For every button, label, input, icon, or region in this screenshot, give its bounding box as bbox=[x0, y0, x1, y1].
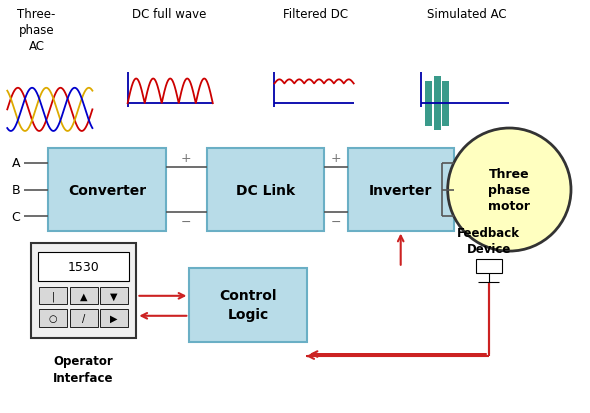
Text: Control
Logic: Control Logic bbox=[219, 289, 277, 321]
Text: −: − bbox=[331, 215, 342, 228]
Text: ▶: ▶ bbox=[110, 313, 118, 323]
Text: −: − bbox=[181, 215, 192, 228]
FancyBboxPatch shape bbox=[48, 149, 166, 231]
Text: ▼: ▼ bbox=[110, 291, 118, 301]
Text: Filtered DC: Filtered DC bbox=[283, 7, 348, 21]
Text: +: + bbox=[181, 152, 192, 165]
Bar bbox=[425, 81, 432, 104]
Bar bbox=[434, 104, 441, 131]
Text: Converter: Converter bbox=[68, 183, 146, 197]
Bar bbox=[434, 77, 441, 104]
FancyBboxPatch shape bbox=[476, 260, 502, 273]
FancyBboxPatch shape bbox=[39, 309, 67, 327]
Text: C: C bbox=[12, 210, 21, 223]
Bar bbox=[442, 81, 450, 104]
FancyBboxPatch shape bbox=[100, 287, 128, 304]
FancyBboxPatch shape bbox=[31, 243, 136, 338]
Text: +: + bbox=[331, 152, 342, 165]
Text: Three
phase
motor: Three phase motor bbox=[489, 168, 530, 213]
FancyBboxPatch shape bbox=[207, 149, 324, 231]
Bar bbox=[442, 104, 450, 126]
Text: DC full wave: DC full wave bbox=[132, 7, 206, 21]
Text: Three-
phase
AC: Three- phase AC bbox=[18, 7, 56, 52]
Text: DC Link: DC Link bbox=[236, 183, 295, 197]
Text: ▲: ▲ bbox=[80, 291, 87, 301]
Text: Feedback
Device: Feedback Device bbox=[457, 227, 520, 256]
Bar bbox=[425, 104, 432, 126]
Text: 1530: 1530 bbox=[68, 261, 100, 273]
Text: |: | bbox=[51, 290, 55, 301]
FancyBboxPatch shape bbox=[100, 309, 128, 327]
Text: Simulated AC: Simulated AC bbox=[427, 7, 507, 21]
Text: A: A bbox=[12, 157, 20, 170]
Text: Operator
Interface: Operator Interface bbox=[53, 354, 114, 384]
FancyBboxPatch shape bbox=[38, 253, 129, 281]
Text: ○: ○ bbox=[49, 313, 57, 323]
FancyBboxPatch shape bbox=[70, 309, 98, 327]
FancyBboxPatch shape bbox=[189, 268, 307, 342]
FancyBboxPatch shape bbox=[70, 287, 98, 304]
FancyBboxPatch shape bbox=[39, 287, 67, 304]
FancyBboxPatch shape bbox=[348, 149, 454, 231]
Text: Inverter: Inverter bbox=[369, 183, 432, 197]
Text: /: / bbox=[82, 313, 85, 323]
Ellipse shape bbox=[448, 129, 571, 252]
Text: B: B bbox=[12, 184, 21, 197]
